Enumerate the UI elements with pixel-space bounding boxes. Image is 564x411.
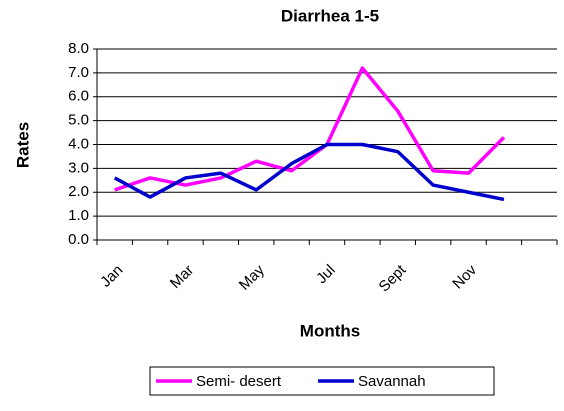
y-tick-label: 3.0 bbox=[68, 159, 89, 176]
y-tick-label: 1.0 bbox=[68, 207, 89, 224]
legend-label: Semi- desert bbox=[196, 373, 282, 390]
y-tick-label: 7.0 bbox=[68, 64, 89, 81]
y-tick-label: 8.0 bbox=[68, 40, 89, 57]
x-axis-label: Months bbox=[300, 321, 360, 340]
y-tick-label: 5.0 bbox=[68, 112, 89, 129]
x-tick-label: May bbox=[236, 261, 268, 293]
x-tick-label: Mar bbox=[167, 262, 197, 292]
y-tick-label: 0.0 bbox=[68, 231, 89, 248]
series-line bbox=[113, 142, 505, 202]
y-tick-label: 6.0 bbox=[68, 88, 89, 105]
legend-label: Savannah bbox=[358, 373, 426, 390]
chart-title: Diarrhea 1-5 bbox=[281, 6, 379, 25]
series-line bbox=[114, 66, 506, 192]
y-tick-label: 2.0 bbox=[68, 183, 89, 200]
y-axis-label: Rates bbox=[13, 122, 32, 168]
x-tick-label: Jul bbox=[313, 262, 339, 288]
x-tick-label: Nov bbox=[449, 261, 480, 292]
x-tick-label: Jan bbox=[97, 262, 126, 291]
x-tick-label: Sept bbox=[376, 261, 410, 295]
y-tick-label: 4.0 bbox=[68, 135, 89, 152]
